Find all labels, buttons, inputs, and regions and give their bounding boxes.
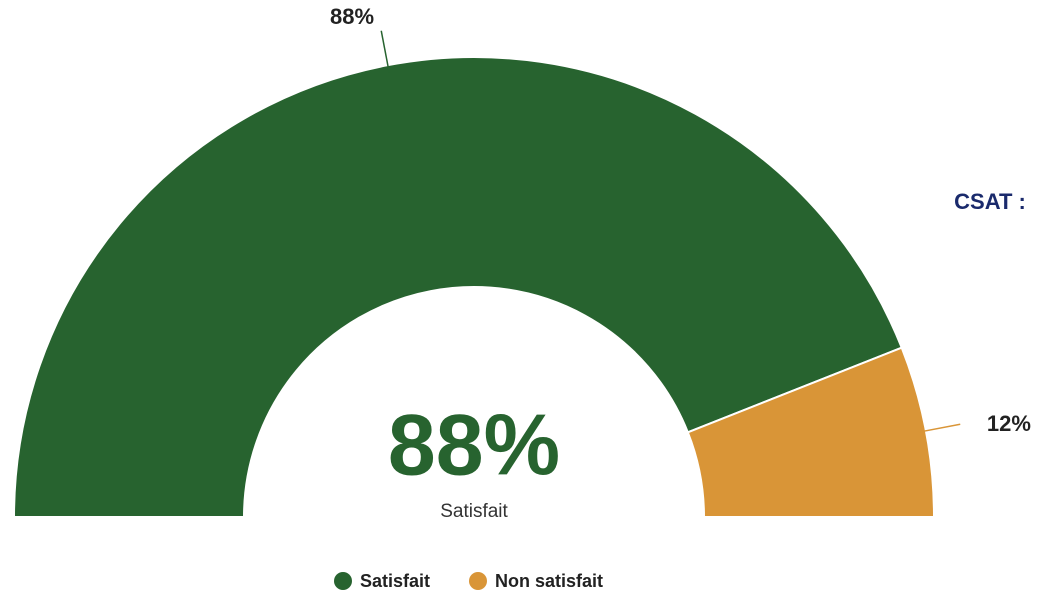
center-text: 88% [388,398,560,494]
legend-label: Satisfait [360,571,430,591]
side-label: CSAT : [954,189,1026,214]
center-subtext: Satisfait [440,501,508,522]
legend-marker [469,572,487,590]
donut-segment [686,346,936,518]
value-label: 88% [330,4,374,29]
value-label: 12% [987,411,1031,436]
donut-segment [12,56,903,518]
leader-line [917,423,961,434]
leader-line [380,30,391,74]
legend-label: Non satisfait [495,571,603,591]
legend-marker [334,572,352,590]
